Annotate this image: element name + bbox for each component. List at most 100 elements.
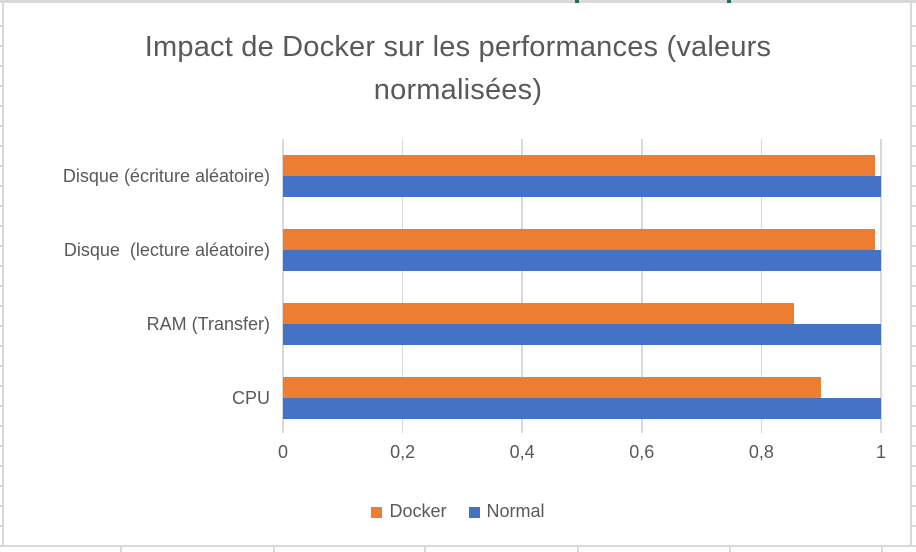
row-gridline-stub-right-10	[912, 225, 916, 227]
bar-normal-2	[283, 324, 881, 345]
row-gridline-stub-left-13	[0, 285, 2, 287]
major-gridline-4	[760, 139, 763, 433]
row-gridline-stub-right-19	[912, 405, 916, 407]
row-gridline-stub-left-23	[0, 485, 2, 487]
row-gridline-stub-right-4	[912, 105, 916, 107]
category-label-0: Disque (écriture aléatoire)	[62, 166, 270, 186]
column-gridline-stub-3	[577, 547, 579, 552]
row-gridline-stub-left-2	[0, 65, 2, 67]
column-gridline-stub-5	[881, 547, 883, 552]
row-gridline-stub-right-1	[912, 45, 916, 47]
x-tick-label-3: 0,6	[629, 442, 655, 462]
legend-label-normal: Normal	[486, 501, 545, 521]
x-tick-label-4: 0,8	[748, 442, 774, 462]
x-tick-label-0: 0	[277, 442, 288, 462]
row-gridline-stub-right-11	[912, 245, 916, 247]
major-gridline-3	[641, 139, 643, 433]
major-gridline-5	[880, 139, 882, 433]
category-label-3: CPU	[231, 388, 270, 408]
chart-border-bottom	[0, 545, 916, 547]
row-gridline-stub-left-16	[0, 345, 2, 347]
legend-swatch-docker	[371, 507, 383, 518]
row-gridline-stub-right-14	[912, 305, 916, 307]
row-gridline-stub-right-17	[912, 365, 916, 367]
chart-border-right	[910, 0, 912, 547]
row-gridline-stub-left-25	[0, 525, 2, 527]
chart-title-line-2: normalisées)	[373, 74, 543, 106]
column-gridline-stub-1	[273, 547, 275, 552]
row-gridline-stub-left-11	[0, 245, 2, 247]
column-gridline-stub-4	[729, 547, 731, 552]
row-gridline-stub-left-21	[0, 445, 2, 447]
row-gridline-stub-right-6	[912, 145, 916, 147]
row-gridline-stub-right-15	[912, 325, 916, 327]
row-gridline-stub-left-19	[0, 405, 2, 407]
row-gridline-stub-left-9	[0, 205, 2, 207]
row-gridline-stub-left-15	[0, 325, 2, 327]
row-gridline-stub-left-12	[0, 265, 2, 267]
row-gridline-stub-left-26	[0, 545, 2, 547]
row-gridline-stub-left-6	[0, 145, 2, 147]
major-gridline-0	[282, 139, 284, 433]
legend-item-docker: Docker	[371, 501, 447, 522]
column-gridline-stub-2	[424, 547, 426, 552]
row-gridline-stub-right-3	[912, 85, 916, 87]
chart-border-left	[1, 0, 4, 547]
row-gridline-stub-right-12	[912, 265, 916, 267]
major-gridline-1	[401, 139, 404, 433]
row-gridline-stub-right-24	[912, 505, 916, 507]
row-gridline-stub-right-13	[912, 285, 916, 287]
row-gridline-stub-right-7	[912, 165, 916, 167]
bar-docker-0	[283, 155, 876, 176]
x-tick-label-5: 1	[875, 442, 886, 462]
row-gridline-stub-left-10	[0, 225, 2, 227]
row-gridline-stub-right-22	[912, 465, 916, 467]
row-gridline-stub-left-24	[0, 505, 2, 507]
bar-normal-3	[283, 398, 881, 419]
row-gridline-stub-right-23	[912, 485, 916, 487]
row-gridline-stub-right-0	[912, 25, 916, 27]
row-gridline-stub-right-5	[912, 125, 916, 127]
row-gridline-stub-left-20	[0, 425, 2, 427]
row-gridline-stub-right-8	[912, 185, 916, 187]
row-gridline-stub-left-18	[0, 385, 2, 387]
row-gridline-stub-left-14	[0, 305, 2, 307]
row-gridline-stub-right-2	[912, 65, 916, 67]
column-gridline-stub-0	[120, 547, 122, 552]
row-gridline-stub-left-4	[0, 105, 2, 107]
row-gridline-stub-left-1	[0, 45, 2, 47]
row-gridline-stub-left-3	[0, 85, 2, 87]
legend-label-docker: Docker	[389, 501, 447, 521]
x-tick-label-2: 0,4	[509, 442, 535, 462]
bar-docker-3	[283, 377, 822, 398]
row-gridline-stub-right-21	[912, 445, 916, 447]
row-gridline-stub-left-7	[0, 165, 2, 167]
x-tick-label-1: 0,2	[390, 442, 416, 462]
row-gridline-stub-left-0	[0, 25, 2, 27]
bar-docker-1	[283, 229, 876, 250]
category-label-2: RAM (Transfer)	[146, 314, 270, 334]
row-gridline-stub-left-5	[0, 125, 2, 127]
row-gridline-stub-right-26	[912, 545, 916, 547]
legend-item-normal: Normal	[468, 501, 545, 522]
green-cell-speck-1	[727, 0, 731, 3]
chart-border-top	[0, 0, 916, 3]
chart-title-line-1: Impact de Docker sur les performances (v…	[144, 31, 772, 63]
row-gridline-stub-left-8	[0, 185, 2, 187]
green-cell-speck-0	[575, 0, 579, 3]
bar-normal-0	[283, 176, 881, 197]
row-gridline-stub-right-9	[912, 205, 916, 207]
bar-docker-2	[283, 303, 795, 324]
major-gridline-2	[521, 139, 523, 433]
row-gridline-stub-left-17	[0, 365, 2, 367]
legend: Docker Normal	[0, 501, 916, 522]
row-gridline-stub-right-18	[912, 385, 916, 387]
legend-swatch-normal	[468, 507, 480, 518]
chart-title: Impact de Docker sur les performances (v…	[0, 26, 916, 112]
bar-normal-1	[283, 250, 881, 271]
row-gridline-stub-right-25	[912, 525, 916, 527]
category-label-1: Disque (lecture aléatoire)	[63, 240, 270, 260]
row-gridline-stub-right-20	[912, 425, 916, 427]
row-gridline-stub-left-22	[0, 465, 2, 467]
